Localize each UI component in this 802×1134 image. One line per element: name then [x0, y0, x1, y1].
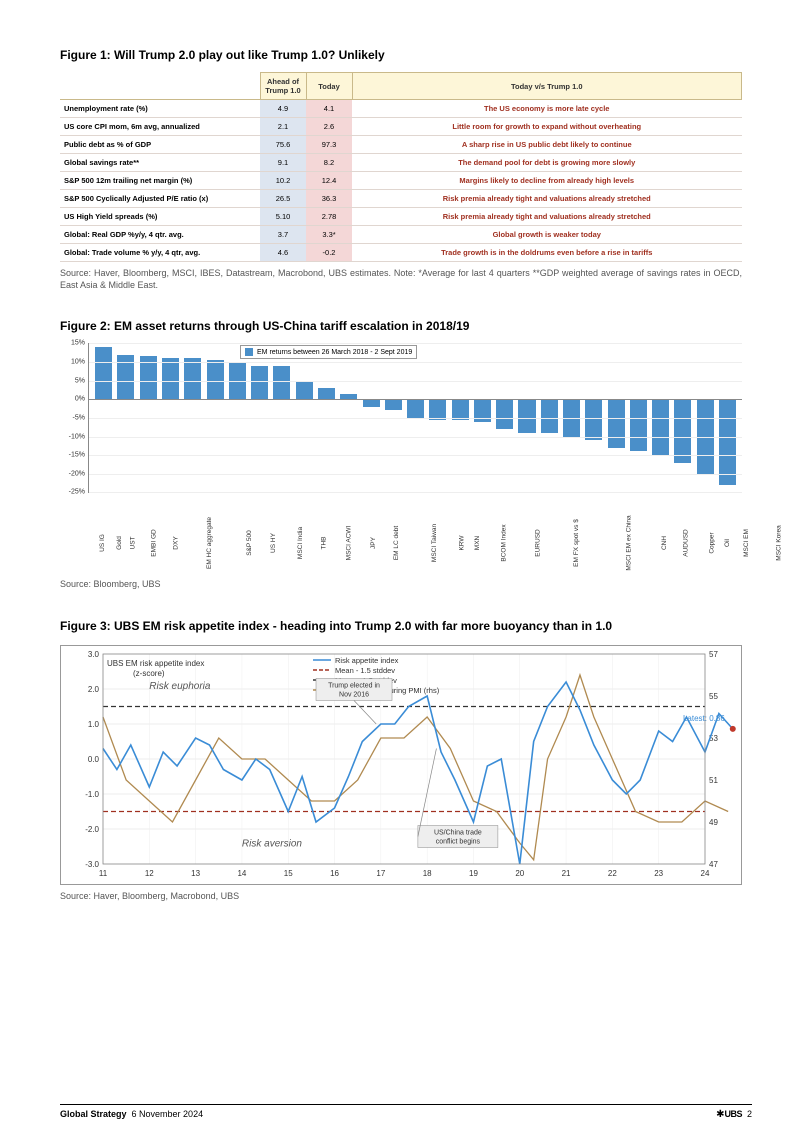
svg-text:11: 11	[99, 869, 108, 878]
table-row: S&P 500 Cyclically Adjusted P/E ratio (x…	[60, 190, 742, 208]
svg-text:49: 49	[709, 818, 718, 827]
table-row: US core CPI mom, 6m avg, annualized2.12.…	[60, 118, 742, 136]
figure2-source: Source: Bloomberg, UBS	[60, 579, 742, 591]
svg-text:Risk euphoria: Risk euphoria	[149, 681, 211, 692]
footer-left: Global Strategy 6 November 2024	[60, 1109, 203, 1120]
col-comment: Today v/s Trump 1.0	[352, 73, 742, 100]
svg-text:20: 20	[515, 869, 524, 878]
figure3-title: Figure 3: UBS EM risk appetite index - h…	[60, 619, 742, 635]
svg-text:0.0: 0.0	[88, 755, 100, 764]
svg-text:22: 22	[608, 869, 617, 878]
table-row: Global: Trade volume % y/y, 4 qtr, avg.4…	[60, 244, 742, 262]
table-row: Unemployment rate (%)4.94.1The US econom…	[60, 100, 742, 118]
svg-text:21: 21	[562, 869, 571, 878]
svg-text:17: 17	[376, 869, 385, 878]
svg-text:12: 12	[145, 869, 154, 878]
figure2-chart: EM returns between 26 March 2018 - 2 Sep…	[60, 343, 742, 573]
figure3-source: Source: Haver, Bloomberg, Macrobond, UBS	[60, 891, 742, 903]
figure2-legend: EM returns between 26 March 2018 - 2 Sep…	[240, 345, 417, 359]
col-ahead: Ahead of Trump 1.0	[260, 73, 306, 100]
svg-text:Risk aversion: Risk aversion	[242, 838, 302, 849]
svg-text:15: 15	[284, 869, 293, 878]
table-row: Public debt as % of GDP75.697.3A sharp r…	[60, 136, 742, 154]
svg-text:-2.0: -2.0	[85, 825, 99, 834]
svg-text:14: 14	[237, 869, 246, 878]
svg-text:Mean - 1.5 stddev: Mean - 1.5 stddev	[335, 666, 395, 675]
page-footer: Global Strategy 6 November 2024 ✱UBS 2	[60, 1104, 752, 1120]
svg-text:57: 57	[709, 650, 718, 659]
figure-2: Figure 2: EM asset returns through US-Ch…	[60, 319, 742, 591]
svg-text:Latest: 0.86: Latest: 0.86	[683, 714, 725, 723]
table-row: US High Yield spreads (%)5.102.78Risk pr…	[60, 208, 742, 226]
svg-text:3.0: 3.0	[88, 650, 100, 659]
svg-text:(z-score): (z-score)	[133, 669, 165, 678]
svg-text:-1.0: -1.0	[85, 790, 99, 799]
figure1-title: Figure 1: Will Trump 2.0 play out like T…	[60, 48, 742, 62]
svg-text:23: 23	[654, 869, 663, 878]
footer-right: ✱UBS 2	[716, 1109, 752, 1120]
figure1-table: Ahead of Trump 1.0 Today Today v/s Trump…	[60, 72, 742, 262]
svg-text:51: 51	[709, 776, 718, 785]
figure1-source: Source: Haver, Bloomberg, MSCI, IBES, Da…	[60, 268, 742, 291]
svg-text:16: 16	[330, 869, 339, 878]
svg-text:conflict begins: conflict begins	[436, 838, 481, 845]
svg-text:Nov 2016: Nov 2016	[339, 691, 369, 698]
table-row: Global savings rate**9.18.2The demand po…	[60, 154, 742, 172]
svg-text:Risk appetite index: Risk appetite index	[335, 656, 399, 665]
figure2-title: Figure 2: EM asset returns through US-Ch…	[60, 319, 742, 333]
figure-1: Figure 1: Will Trump 2.0 play out like T…	[60, 48, 742, 291]
svg-text:US/China trade: US/China trade	[434, 829, 482, 836]
svg-text:47: 47	[709, 860, 718, 869]
svg-text:55: 55	[709, 692, 718, 701]
svg-text:19: 19	[469, 869, 478, 878]
svg-text:1.0: 1.0	[88, 720, 100, 729]
svg-text:UBS EM risk appetite index: UBS EM risk appetite index	[107, 659, 204, 668]
svg-text:2.0: 2.0	[88, 685, 100, 694]
table-row: Global: Real GDP %y/y, 4 qtr. avg.3.73.3…	[60, 226, 742, 244]
svg-text:-3.0: -3.0	[85, 860, 99, 869]
svg-text:18: 18	[423, 869, 432, 878]
figure-3: Figure 3: UBS EM risk appetite index - h…	[60, 619, 742, 902]
figure3-chart: -3.0-2.0-1.00.01.02.03.04749515355571112…	[60, 645, 742, 885]
svg-text:13: 13	[191, 869, 200, 878]
col-today: Today	[306, 73, 352, 100]
table-row: S&P 500 12m trailing net margin (%)10.21…	[60, 172, 742, 190]
svg-text:24: 24	[701, 869, 710, 878]
svg-text:Trump elected in: Trump elected in	[328, 682, 380, 689]
